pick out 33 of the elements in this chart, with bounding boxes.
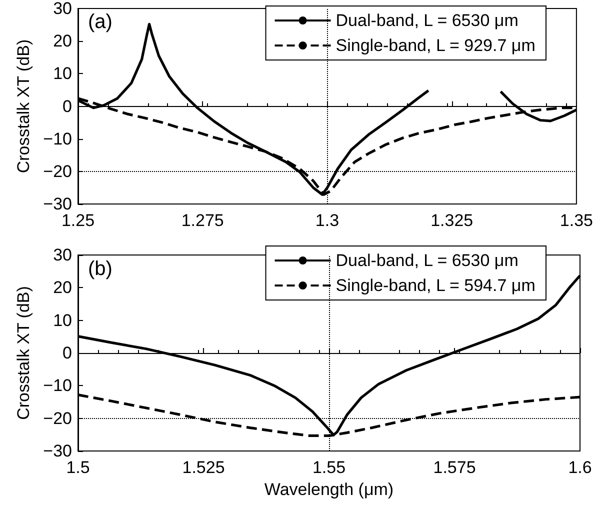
- legend-label: Single-band, L = 929.7 μm: [336, 36, 536, 55]
- y-tick-label: −10: [43, 129, 72, 148]
- x-tick-label: 1.55: [312, 458, 346, 477]
- y-tick-label: 10: [53, 64, 72, 84]
- x-tick-label: 1.5: [66, 458, 90, 477]
- y-tick-label: 10: [53, 310, 72, 330]
- x-tick-label: 1.25: [61, 211, 95, 230]
- x-tick-label: 1.575: [433, 458, 476, 477]
- y-axis-title: Crosstalk XT (dB): [14, 39, 33, 174]
- y-tick-label: −20: [43, 408, 72, 428]
- y-tick-label: −30: [43, 442, 72, 460]
- y-tick-label: −20: [43, 162, 72, 181]
- x-tick-label: 1.6: [568, 458, 592, 477]
- x-tick-label: 1.3: [315, 211, 340, 230]
- y-tick-label: 30: [53, 246, 72, 264]
- annotation: (b): [88, 258, 112, 280]
- y-tick-label: −30: [43, 194, 72, 214]
- y-tick-label: 30: [53, 0, 72, 18]
- legend-label: Dual-band, L = 6530 μm: [336, 251, 518, 270]
- y-axis-title: Crosstalk XT (dB): [14, 286, 33, 420]
- x-tick-label: 1.325: [430, 211, 474, 230]
- y-tick-label: 20: [53, 32, 72, 51]
- y-tick-label: 20: [53, 278, 72, 298]
- y-tick-label: 0: [62, 96, 72, 116]
- legend-label: Single-band, L = 594.7 μm: [336, 276, 536, 295]
- annotation: (a): [88, 11, 112, 33]
- legend-label: Dual-band, L = 6530 μm: [336, 11, 518, 30]
- x-axis-title: Wavelength (μm): [264, 480, 394, 499]
- x-tick-label: 1.525: [182, 458, 225, 477]
- x-tick-label: 1.275: [181, 211, 224, 230]
- x-tick-label: 1.35: [560, 211, 594, 230]
- y-tick-label: 0: [62, 344, 72, 362]
- y-tick-label: −10: [43, 376, 72, 396]
